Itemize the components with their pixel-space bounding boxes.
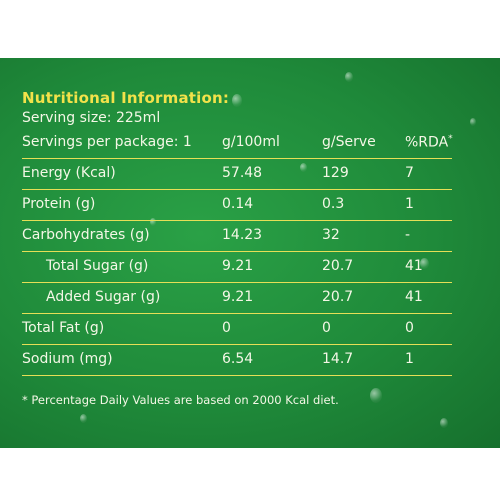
table-cell: -	[405, 227, 411, 243]
table-rule	[22, 282, 452, 283]
row-label: Added Sugar (g)	[46, 289, 161, 305]
row-label: Total Fat (g)	[22, 320, 105, 336]
table-cell: 57.48	[222, 165, 263, 181]
droplet-decoration	[150, 218, 156, 226]
table-cell: 32	[322, 227, 340, 243]
table-rule	[22, 220, 452, 221]
droplet-decoration	[370, 388, 382, 403]
table-cell: 0	[405, 320, 414, 336]
table-cell: 0	[322, 320, 331, 336]
droplet-decoration	[80, 414, 87, 423]
serving-size: Serving size: 225ml	[22, 110, 161, 126]
footnote: * Percentage Daily Values are based on 2…	[22, 393, 339, 407]
table-cell: 6.54	[222, 351, 254, 367]
table-cell: 1	[405, 351, 414, 367]
droplet-decoration	[232, 94, 242, 107]
table-cell: 0.3	[322, 196, 345, 212]
table-cell: 0	[222, 320, 231, 336]
table-rule	[22, 251, 452, 252]
table-cell: 129	[322, 165, 349, 181]
row-label: Carbohydrates (g)	[22, 227, 150, 243]
droplet-decoration	[345, 72, 353, 82]
table-cell: 20.7	[322, 289, 354, 305]
table-rule	[22, 344, 452, 345]
rda-label: %RDA	[405, 134, 449, 151]
row-label: Energy (Kcal)	[22, 165, 116, 181]
table-cell: 0.14	[222, 196, 254, 212]
row-label: Total Sugar (g)	[46, 258, 149, 274]
column-header-per100: g/100ml	[222, 134, 280, 150]
droplet-decoration	[300, 163, 307, 172]
table-rule	[22, 313, 452, 314]
table-rule	[22, 189, 452, 190]
row-label: Sodium (mg)	[22, 351, 113, 367]
table-cell: 9.21	[222, 289, 254, 305]
table-cell: 1	[405, 196, 414, 212]
nutrition-panel: Nutritional Information: Serving size: 2…	[0, 58, 500, 448]
table-cell: 41	[405, 258, 423, 274]
droplet-decoration	[440, 418, 448, 428]
droplet-decoration	[470, 118, 476, 126]
column-header-rda: %RDA*	[405, 134, 453, 151]
table-cell: 7	[405, 165, 414, 181]
table-cell: 41	[405, 289, 423, 305]
table-rule	[22, 158, 452, 159]
servings-per-package: Servings per package: 1	[22, 134, 192, 150]
table-cell: 20.7	[322, 258, 354, 274]
droplet-decoration	[420, 258, 429, 269]
table-cell: 9.21	[222, 258, 254, 274]
column-header-serve: g/Serve	[322, 134, 376, 150]
row-label: Protein (g)	[22, 196, 96, 212]
table-rule	[22, 375, 452, 376]
table-cell: 14.23	[222, 227, 263, 243]
table-cell: 14.7	[322, 351, 354, 367]
panel-title: Nutritional Information:	[22, 89, 230, 107]
rda-marker: *	[448, 134, 453, 144]
